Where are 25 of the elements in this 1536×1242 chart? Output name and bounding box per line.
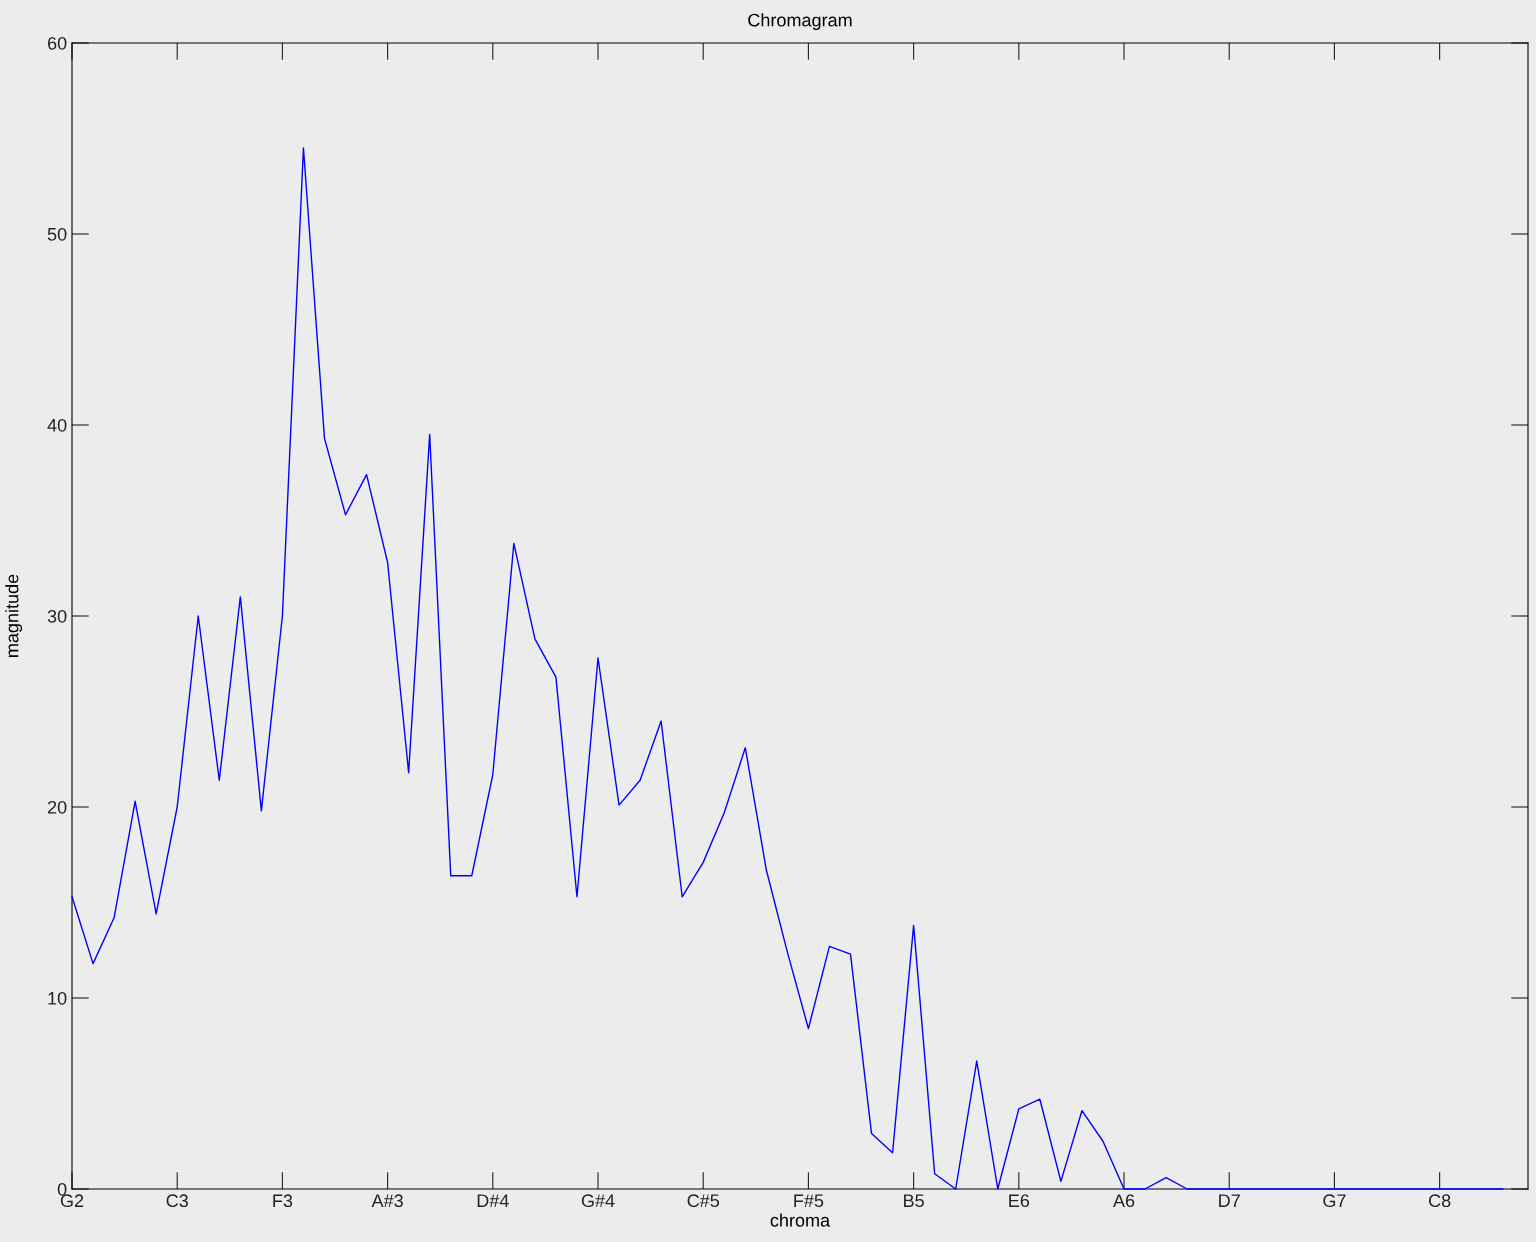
x-tick-label: D#4	[477, 1194, 509, 1207]
x-tick-label: E6	[1009, 1194, 1030, 1208]
x-tick-label: D7	[1219, 1194, 1240, 1207]
x-tick-label: C3	[166, 1194, 188, 1208]
x-tick-label: F#5	[794, 1194, 824, 1208]
y-tick-label: 40	[47, 418, 67, 432]
y-tick-label: 30	[47, 609, 67, 623]
x-tick-label: C8	[1429, 1194, 1451, 1208]
x-axis-title: chroma	[770, 1213, 831, 1227]
x-tick-label: A#3	[371, 1194, 403, 1208]
x-tick-label: B5	[904, 1194, 924, 1208]
y-tick-label: 20	[47, 800, 67, 814]
y-tick-label: 50	[47, 227, 67, 241]
x-tick-label: F3	[273, 1194, 293, 1208]
line-series	[71, 147, 1504, 1190]
y-tick-label: 10	[48, 991, 67, 1005]
x-tick-label: G2	[60, 1194, 84, 1208]
y-tick-label: 60	[47, 36, 67, 50]
y-tick-label: 0	[57, 1182, 67, 1196]
y-axis-title: magnitude	[5, 574, 23, 657]
x-tick-label: A6	[1113, 1194, 1135, 1208]
chart-title: Chromagram	[748, 13, 852, 31]
x-tick-label: C#5	[687, 1194, 720, 1208]
x-tick-label: G#4	[581, 1194, 615, 1208]
x-tick-label: G7	[1323, 1194, 1346, 1208]
